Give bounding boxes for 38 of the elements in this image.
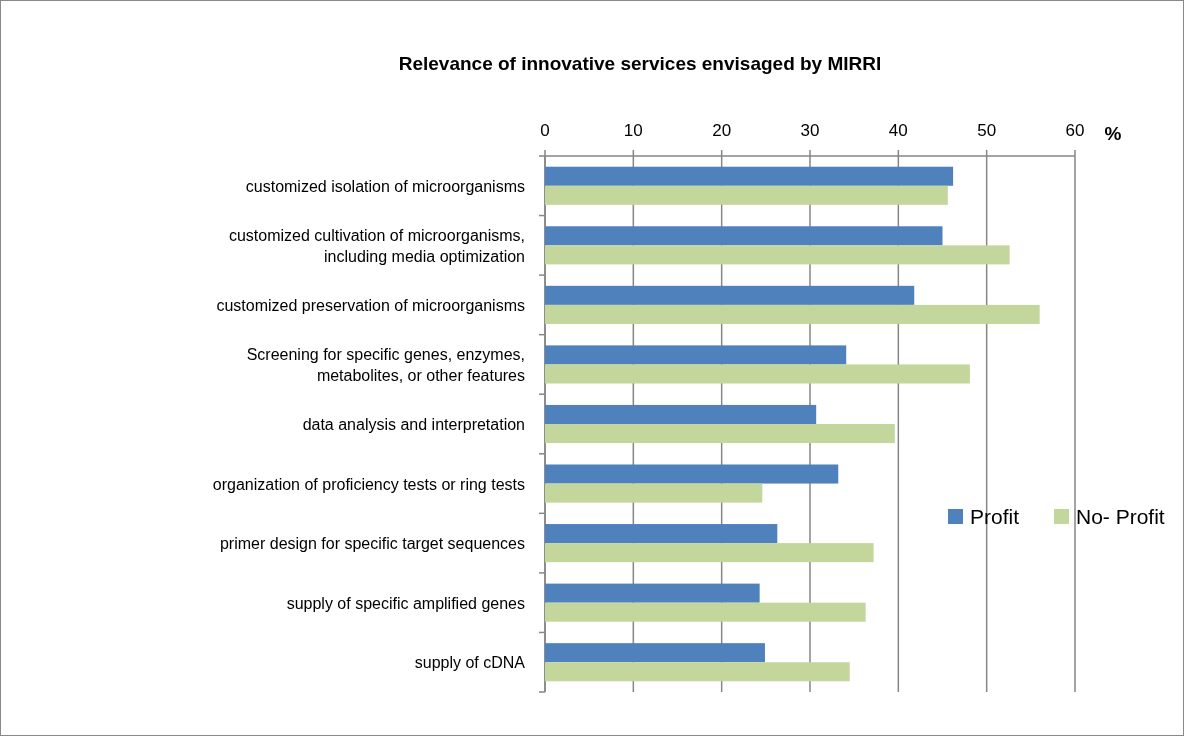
y-tick-label: primer design for specific target sequences bbox=[219, 535, 525, 553]
bar bbox=[545, 583, 760, 603]
y-tick-label: customized cultivation of microorganisms, including media optimization bbox=[228, 226, 525, 265]
x-tick-label: 60 bbox=[1065, 121, 1085, 140]
y-tick-label: data analysis and interpretation bbox=[302, 416, 525, 433]
x-tick-label: 10 bbox=[623, 121, 643, 140]
bar bbox=[545, 245, 1010, 265]
y-tick-label: customized isolation of microorganisms bbox=[245, 177, 525, 195]
bar bbox=[545, 226, 943, 246]
bar bbox=[545, 524, 778, 544]
y-tick-label: customized preservation of microorganisms bbox=[216, 296, 525, 314]
bar bbox=[545, 166, 954, 186]
y-tick-label: supply of cDNA bbox=[414, 654, 526, 672]
bar bbox=[545, 662, 850, 682]
bar bbox=[545, 464, 839, 484]
y-tick-label: Screening for specific genes, enzymes, metabolites, or other features bbox=[246, 345, 525, 384]
x-tick-label: 40 bbox=[888, 121, 908, 140]
legend-label: No- Profit bbox=[1076, 505, 1165, 528]
bar bbox=[545, 285, 915, 305]
x-tick-label: 30 bbox=[800, 121, 820, 140]
bar bbox=[545, 602, 866, 622]
legend-label: Profit bbox=[970, 505, 1020, 528]
bar bbox=[545, 404, 817, 424]
bar bbox=[545, 185, 948, 205]
bar bbox=[545, 364, 970, 384]
y-tick-label: supply of specific amplified genes bbox=[286, 594, 525, 612]
chart-title: Relevance of innovative services envisaged by MIRRI bbox=[398, 53, 882, 74]
bar bbox=[545, 304, 1040, 324]
bar bbox=[545, 483, 763, 503]
x-tick-label: 20 bbox=[712, 121, 732, 140]
x-tick-label: 0 bbox=[540, 121, 550, 140]
y-tick-label: organization of proficiency tests or ring tests bbox=[212, 475, 525, 493]
bar bbox=[545, 424, 895, 444]
x-axis-title: % bbox=[1104, 123, 1122, 144]
bar bbox=[545, 345, 847, 365]
x-tick-label: 50 bbox=[977, 121, 997, 140]
bar bbox=[545, 543, 874, 563]
bar bbox=[545, 643, 765, 663]
